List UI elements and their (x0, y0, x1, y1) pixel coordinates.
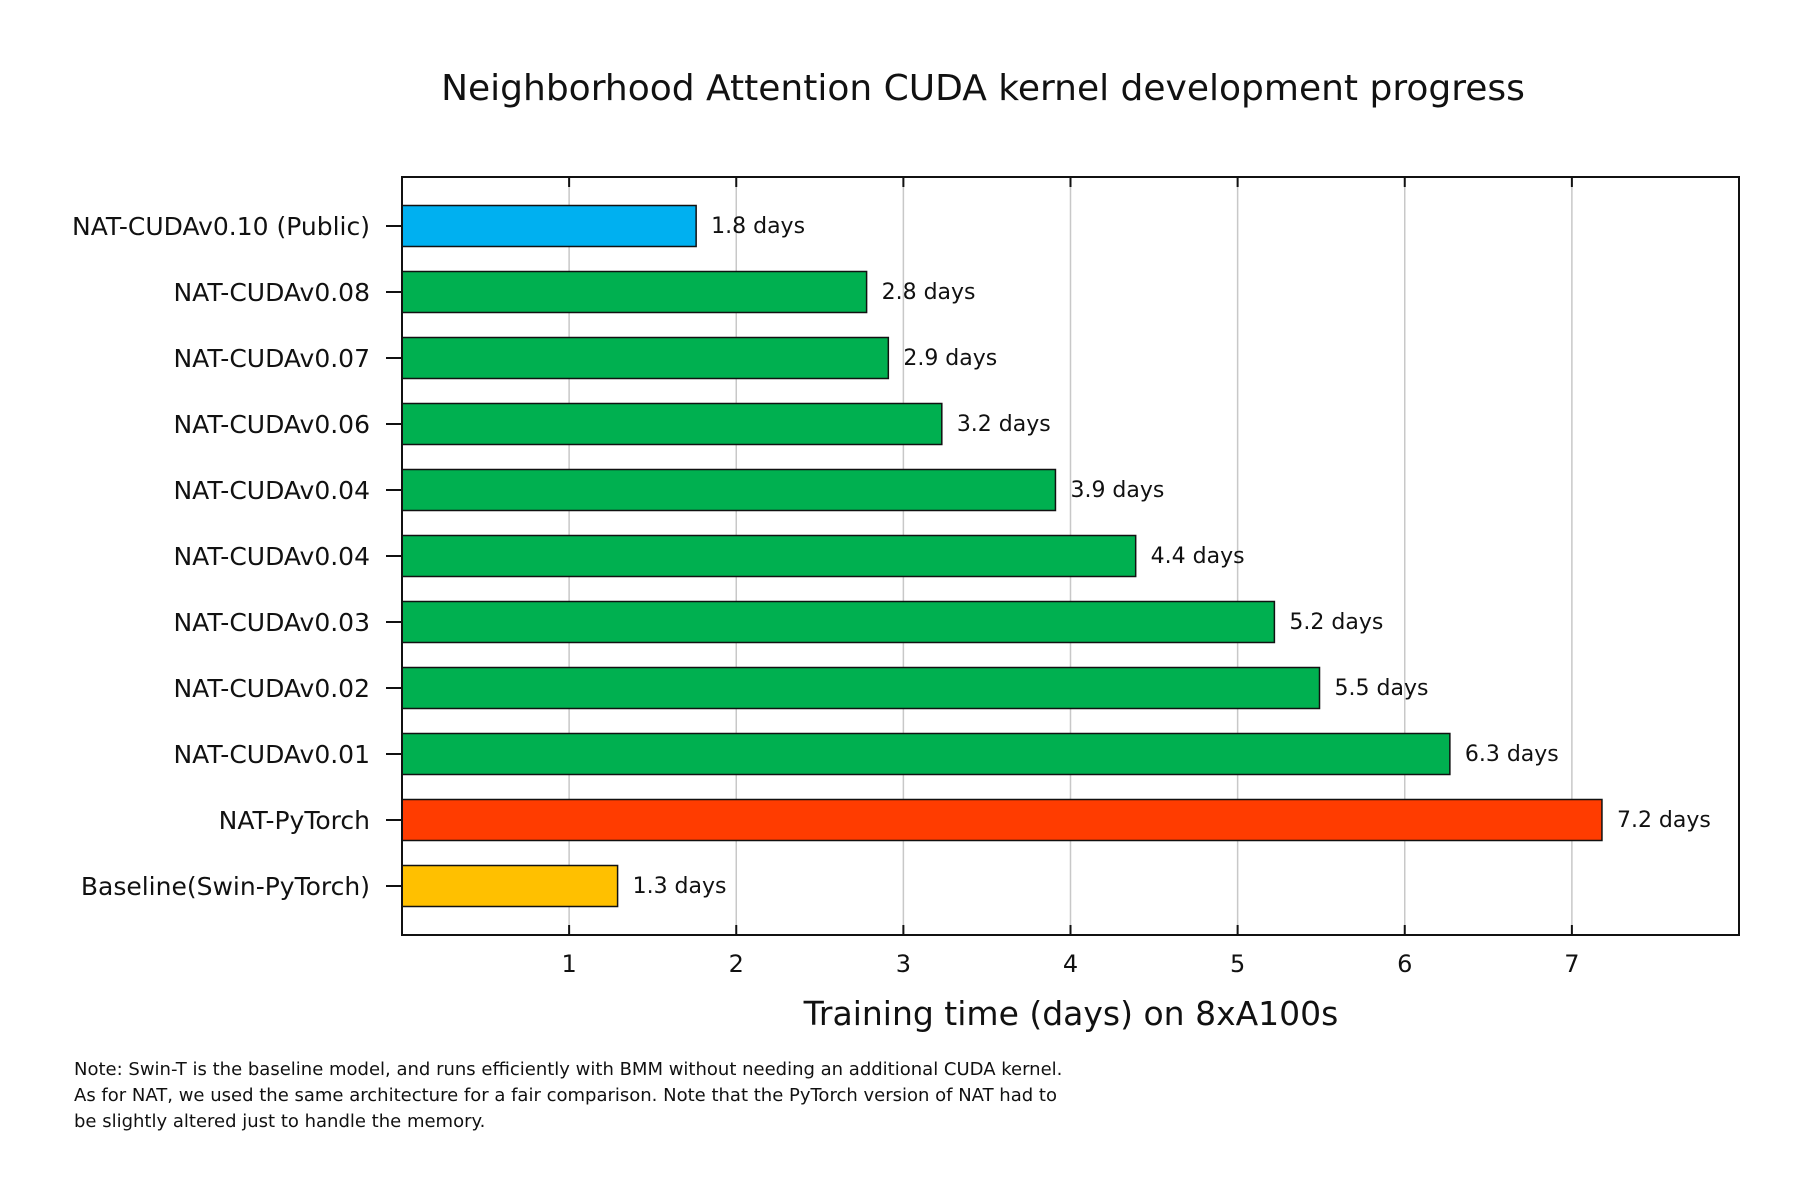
x-tick-label: 6 (1397, 950, 1412, 978)
y-category-label: NAT-CUDAv0.07 (173, 344, 370, 373)
bar-value-label: 2.9 days (903, 346, 997, 371)
y-category-label: NAT-PyTorch (219, 806, 370, 835)
bar-value-label: 1.3 days (633, 874, 727, 899)
bar (402, 206, 696, 247)
y-category-label: NAT-CUDAv0.04 (173, 476, 370, 505)
x-tick-label: 2 (729, 950, 744, 978)
footnote: Note: Swin-T is the baseline model, and … (74, 1057, 1174, 1135)
y-category-label: NAT-CUDAv0.06 (173, 410, 370, 439)
bar-value-label: 5.2 days (1289, 610, 1383, 635)
bar (402, 668, 1320, 709)
bar-value-label: 3.9 days (1070, 478, 1164, 503)
bar-value-label: 2.8 days (882, 280, 976, 305)
bars (402, 206, 1602, 907)
bar (402, 866, 618, 907)
bar-value-label: 3.2 days (957, 412, 1051, 437)
bar (402, 272, 867, 313)
y-category-label: NAT-CUDAv0.08 (173, 278, 370, 307)
y-category-label: NAT-CUDAv0.03 (173, 608, 370, 637)
x-tick-label: 3 (896, 950, 911, 978)
bar-value-label: 5.5 days (1335, 676, 1429, 701)
y-category-label: NAT-CUDAv0.02 (173, 674, 370, 703)
bar-value-label: 6.3 days (1465, 742, 1559, 767)
bar-value-label: 7.2 days (1617, 808, 1711, 833)
x-tick-label: 1 (561, 950, 576, 978)
y-category-label: NAT-CUDAv0.01 (173, 740, 370, 769)
footnote-line: As for NAT, we used the same architectur… (74, 1083, 1174, 1109)
chart-title: Neighborhood Attention CUDA kernel devel… (441, 68, 1525, 109)
y-category-label: NAT-CUDAv0.10 (Public) (72, 212, 370, 241)
footnote-line: Note: Swin-T is the baseline model, and … (74, 1057, 1174, 1083)
bar (402, 800, 1602, 841)
bar-value-label: 1.8 days (711, 214, 805, 239)
x-tick-label: 4 (1063, 950, 1078, 978)
bar (402, 602, 1274, 643)
bar (402, 404, 942, 445)
x-tick-label: 7 (1564, 950, 1579, 978)
y-category-label: Baseline(Swin-PyTorch) (81, 872, 370, 901)
x-tick-label: 5 (1230, 950, 1245, 978)
x-axis-label: Training time (days) on 8xA100s (803, 994, 1339, 1033)
footnote-line: be slightly altered just to handle the m… (74, 1109, 1174, 1135)
bar-value-label: 4.4 days (1151, 544, 1245, 569)
bar (402, 536, 1136, 577)
bar (402, 338, 888, 379)
y-axis-category-labels: NAT-CUDAv0.10 (Public) NAT-CUDAv0.08 NAT-C… (72, 212, 370, 901)
bar (402, 734, 1450, 775)
y-category-label: NAT-CUDAv0.04 (173, 542, 370, 571)
bar (402, 470, 1055, 511)
